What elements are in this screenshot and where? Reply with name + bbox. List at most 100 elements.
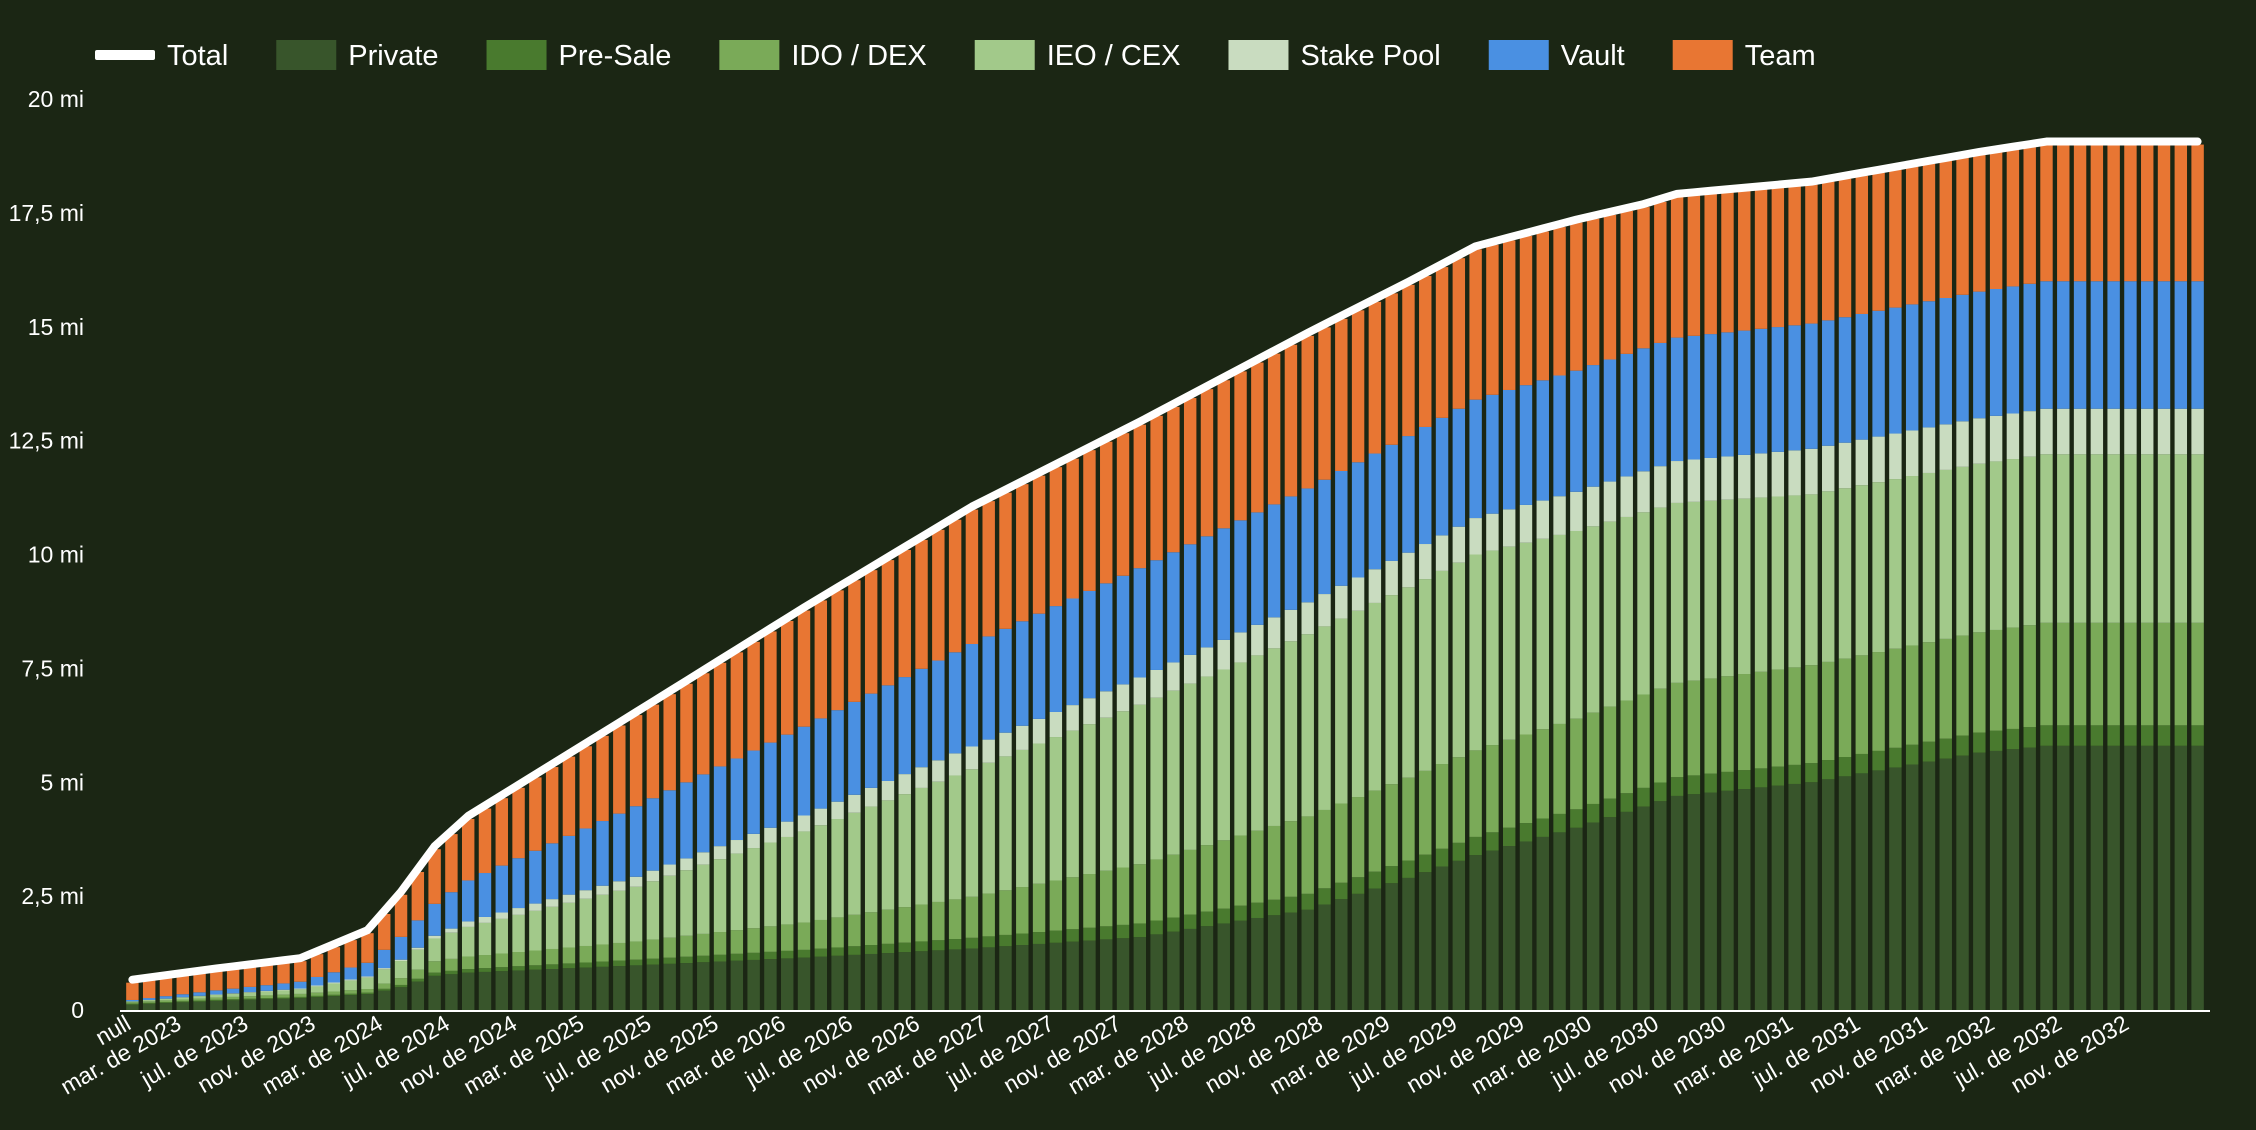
bar-segment-vault — [848, 701, 861, 795]
bar-segment-vault — [1603, 359, 1617, 482]
bar-segment-vault — [898, 677, 911, 775]
bar-segment-team — [1939, 160, 1952, 299]
bar-stack — [797, 610, 811, 1010]
bar-segment-team — [1704, 193, 1717, 335]
bar-segment-ieo-cex — [2107, 454, 2120, 623]
bar-stack — [1704, 193, 1717, 1010]
bar-segment-private — [1922, 761, 1936, 1010]
bar-segment-ieo-cex — [1956, 466, 1969, 636]
bar-segment-vault — [1368, 453, 1382, 570]
bar-segment-stake-pool — [1536, 500, 1549, 539]
bar-segment-pre-sale — [562, 963, 576, 969]
bar-segment-pre-sale — [394, 984, 408, 988]
bar-segment-vault — [1805, 323, 1818, 449]
bar-segment-ido-dex — [1469, 750, 1482, 837]
bar-segment-ido-dex — [764, 926, 777, 952]
bar-segment-vault — [1452, 408, 1466, 527]
bar-segment-ido-dex — [932, 901, 945, 941]
bar-segment-team — [1586, 218, 1600, 366]
bar-segment-private — [999, 946, 1012, 1010]
bar-segment-team — [2006, 149, 2020, 287]
bar-stack — [1570, 222, 1583, 1010]
bar-stack — [1016, 484, 1029, 1010]
bar-segment-pre-sale — [629, 959, 643, 966]
bar-stack — [327, 947, 341, 1010]
bar-stack — [1788, 186, 1801, 1010]
bar-stack — [1267, 353, 1281, 1010]
bar-segment-ieo-cex — [193, 996, 206, 999]
bar-segment-pre-sale — [378, 988, 391, 991]
bar-segment-ido-dex — [260, 995, 273, 999]
bar-segment-stake-pool — [1956, 421, 1969, 467]
bar-segment-ido-dex — [1704, 678, 1717, 774]
bar-segment-pre-sale — [999, 934, 1012, 947]
bar-stack — [512, 787, 525, 1010]
bar-segment-ido-dex — [1284, 821, 1298, 897]
bar-stack — [428, 849, 441, 1010]
bar-segment-vault — [1905, 304, 1919, 431]
bar-segment-team — [1687, 195, 1701, 336]
bar-segment-ido-dex — [2157, 622, 2171, 726]
bar-segment-private — [881, 953, 895, 1010]
bar-segment-private — [411, 981, 425, 1010]
bar-segment-team — [260, 965, 273, 986]
bar-segment-ido-dex — [2191, 622, 2204, 726]
bar-segment-vault — [1100, 583, 1113, 692]
bar-segment-pre-sale — [848, 946, 861, 955]
bar-stack — [1452, 258, 1466, 1010]
bar-segment-private — [1402, 877, 1415, 1010]
bar-segment-stake-pool — [915, 767, 928, 788]
bar-segment-pre-sale — [1687, 775, 1701, 795]
bar-segment-private — [529, 969, 542, 1010]
bar-segment-ido-dex — [1116, 867, 1130, 925]
bar-segment-ieo-cex — [394, 961, 408, 979]
bar-segment-ieo-cex — [1167, 690, 1180, 855]
bar-segment-private — [646, 964, 660, 1010]
bar-segment-team — [646, 704, 660, 799]
bar-segment-pre-sale — [915, 941, 928, 952]
bar-segment-private — [915, 951, 928, 1010]
bar-segment-ido-dex — [1368, 790, 1382, 872]
bar-segment-pre-sale — [1805, 763, 1818, 783]
bar-segment-team — [495, 798, 508, 866]
bar-segment-vault — [1586, 365, 1600, 487]
bar-segment-ieo-cex — [596, 894, 609, 945]
bar-segment-vault — [663, 790, 676, 865]
bar-segment-ieo-cex — [1570, 531, 1583, 719]
bar-segment-team — [680, 683, 693, 783]
bar-segment-ido-dex — [1788, 667, 1801, 765]
bar-stack — [142, 980, 156, 1010]
bar-segment-stake-pool — [1872, 436, 1885, 483]
y-tick-label: 5 mi — [41, 769, 84, 795]
bar-segment-ieo-cex — [1838, 488, 1852, 659]
bar-segment-ido-dex — [1049, 880, 1063, 931]
bar-segment-vault — [1167, 552, 1180, 663]
bar-segment-ieo-cex — [361, 977, 374, 990]
bar-segment-pre-sale — [1637, 787, 1650, 807]
bar-segment-vault — [1754, 328, 1768, 454]
bar-segment-vault — [1385, 444, 1398, 561]
bar-segment-ido-dex — [1519, 734, 1533, 824]
bar-segment-stake-pool — [1217, 639, 1230, 670]
bar-stack — [831, 590, 844, 1010]
legend-item-private: Private — [276, 40, 439, 72]
bar-segment-pre-sale — [327, 994, 341, 997]
bar-segment-ido-dex — [1620, 700, 1633, 794]
bar-segment-ido-dex — [965, 896, 979, 938]
bar-segment-ido-dex — [1502, 739, 1516, 828]
bar-segment-private — [1469, 855, 1482, 1010]
bar-segment-team — [210, 971, 223, 991]
legend: Total Private Pre-Sale IDO / DEX IEO / CEX St… — [95, 40, 1816, 72]
bar-segment-ieo-cex — [697, 864, 710, 934]
bar-segment-ido-dex — [663, 937, 676, 958]
bar-stack — [814, 600, 828, 1010]
bar-segment-private — [562, 968, 576, 1010]
legend-label-ido-dex: IDO / DEX — [791, 40, 926, 72]
bar-stack — [898, 549, 911, 1010]
bar-segment-stake-pool — [1687, 459, 1701, 502]
bar-segment-private — [1973, 752, 1986, 1010]
bar-segment-vault — [277, 983, 290, 990]
bar-segment-vault — [1419, 426, 1432, 545]
bar-segment-vault — [1301, 488, 1314, 603]
legend-label-private: Private — [348, 40, 438, 72]
